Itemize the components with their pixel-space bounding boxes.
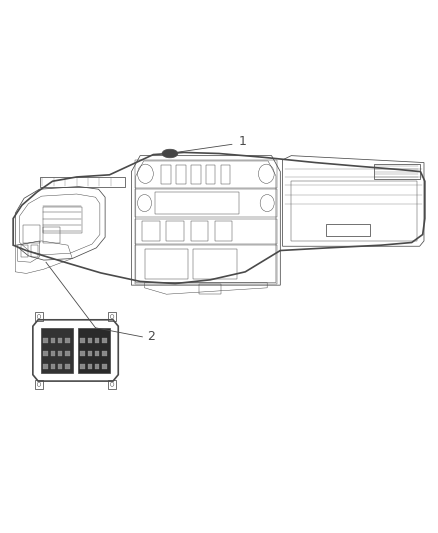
Text: 2: 2 [147,330,155,343]
Bar [35,380,43,389]
Bar [215,221,232,241]
Bar [43,337,48,343]
Bar [88,351,92,356]
Bar [193,249,237,279]
Bar [43,227,60,243]
Bar [135,189,277,217]
Bar [51,337,55,343]
Bar [191,221,208,241]
Bar [166,221,184,241]
Bar [102,337,106,343]
Bar [81,337,85,343]
Bar [135,219,277,244]
Bar [88,364,92,369]
Bar [142,221,160,241]
Text: 1: 1 [239,135,247,148]
Bar [58,337,62,343]
Bar [78,328,110,373]
Bar [326,224,370,236]
Bar [374,164,420,179]
Bar [88,337,92,343]
Bar [65,337,70,343]
Bar [35,312,43,321]
Bar [102,364,106,369]
Bar [95,351,99,356]
Bar [51,364,55,369]
Bar [291,181,417,241]
Bar [102,351,106,356]
Bar [21,245,28,257]
Bar [95,364,99,369]
Bar [199,284,221,294]
Bar [95,337,99,343]
Bar [135,245,277,284]
Bar [65,351,70,356]
Bar [135,160,277,188]
Bar [161,165,171,184]
Bar [81,364,85,369]
Bar [221,165,230,184]
Bar [176,165,186,184]
Bar [43,207,82,233]
Bar [206,165,215,184]
Bar [41,328,73,373]
Bar [81,351,85,356]
Bar [155,192,239,214]
Bar [58,364,62,369]
Bar [145,249,188,279]
Bar [65,364,70,369]
Bar [31,245,38,257]
Bar [43,351,48,356]
Bar [51,351,55,356]
Bar [191,165,201,184]
Bar [58,351,62,356]
Bar [40,177,125,187]
Bar [23,225,40,243]
Bar [108,312,116,321]
Bar [43,364,48,369]
Bar [108,380,116,389]
Ellipse shape [162,149,178,158]
